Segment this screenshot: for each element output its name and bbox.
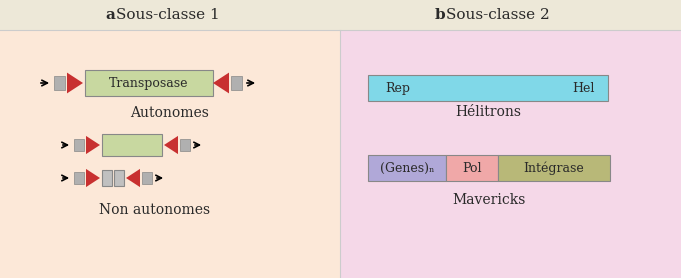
FancyBboxPatch shape: [231, 76, 242, 90]
FancyBboxPatch shape: [74, 172, 84, 184]
Polygon shape: [213, 73, 229, 93]
FancyBboxPatch shape: [180, 139, 190, 151]
Text: Autonomes: Autonomes: [131, 106, 210, 120]
FancyBboxPatch shape: [74, 139, 84, 151]
FancyBboxPatch shape: [102, 170, 112, 186]
FancyBboxPatch shape: [340, 30, 681, 278]
Text: Mavericks: Mavericks: [452, 193, 526, 207]
FancyBboxPatch shape: [54, 76, 65, 90]
FancyBboxPatch shape: [142, 172, 152, 184]
Text: Rep: Rep: [385, 81, 411, 95]
Text: a: a: [105, 8, 115, 22]
Text: Pol: Pol: [462, 162, 481, 175]
FancyBboxPatch shape: [446, 155, 498, 181]
Polygon shape: [126, 169, 140, 187]
FancyBboxPatch shape: [498, 155, 610, 181]
FancyBboxPatch shape: [114, 170, 124, 186]
FancyBboxPatch shape: [368, 155, 446, 181]
FancyBboxPatch shape: [0, 30, 340, 278]
Text: Transposase: Transposase: [109, 76, 189, 90]
Text: Hel: Hel: [572, 81, 595, 95]
FancyBboxPatch shape: [102, 134, 162, 156]
FancyBboxPatch shape: [0, 0, 681, 30]
Text: Intégrase: Intégrase: [524, 161, 584, 175]
Polygon shape: [164, 136, 178, 154]
Text: Sous-classe 1: Sous-classe 1: [116, 8, 220, 22]
FancyBboxPatch shape: [85, 70, 213, 96]
Polygon shape: [67, 73, 83, 93]
Text: b: b: [435, 8, 445, 22]
Text: Non autonomes: Non autonomes: [99, 203, 210, 217]
FancyBboxPatch shape: [368, 75, 608, 101]
Text: (Genes)ₙ: (Genes)ₙ: [380, 162, 434, 175]
Text: Sous-classe 2: Sous-classe 2: [446, 8, 550, 22]
Polygon shape: [86, 169, 100, 187]
Text: Hélitrons: Hélitrons: [455, 105, 521, 119]
Polygon shape: [86, 136, 100, 154]
